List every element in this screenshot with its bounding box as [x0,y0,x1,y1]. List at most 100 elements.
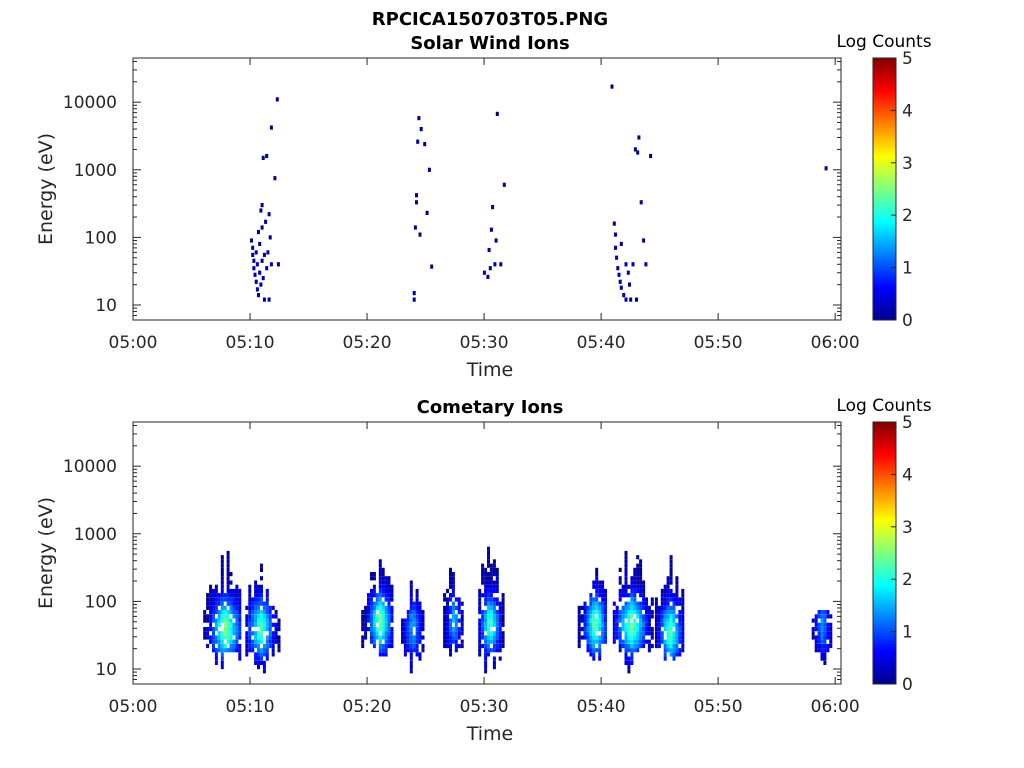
heatmap-cell [586,631,590,636]
heatmap-cell [615,635,619,640]
colorbar-tick-label: 1 [902,623,913,643]
heatmap-cell [415,597,419,602]
heatmap-cell [639,610,643,615]
heatmap-cell [589,639,593,644]
heatmap-cell [595,601,599,606]
heatmap-cell [498,614,502,619]
heatmap-cell [257,639,260,644]
heatmap-cell [209,584,213,589]
heatmap-cell [829,631,833,636]
heatmap-cell [265,627,269,632]
heatmap-cell [672,648,676,653]
heatmap-cell [415,588,419,594]
heatmap-cell [495,597,499,602]
heatmap-cell [592,656,596,661]
heatmap-cell [235,635,239,640]
y-axis-label: Energy (eV) [35,133,57,245]
heatmap-cell [212,648,215,653]
heatmap-cell [589,652,593,657]
heatmap-cell [418,605,422,610]
heatmap-cell [650,601,654,606]
heatmap-cell [248,614,252,619]
heatmap-cell [409,593,413,598]
heatmap-cell [277,648,281,653]
heatmap-cell [495,639,499,644]
heatmap-cell [451,635,455,640]
heatmap-cell [248,584,252,589]
heatmap-cell [267,297,271,302]
heatmap-cell [669,593,673,598]
heatmap-cell [454,622,458,627]
heatmap-cell [633,567,637,572]
heatmap-cell [206,627,210,632]
heatmap-cell [624,567,628,572]
heatmap-cell [257,588,260,594]
heatmap-cell [259,282,263,287]
heatmap-cell [492,605,496,610]
heatmap-cell [492,660,496,665]
heatmap-cell [660,614,664,619]
heatmap-cell [675,652,679,657]
colorbar-tick-label: 3 [902,154,913,174]
heatmap-cell [669,588,673,594]
heatmap-cell [487,648,490,653]
heatmap-cell [481,572,485,577]
heatmap-cell [666,588,670,594]
heatmap-cell [492,597,496,602]
heatmap-cell [627,635,631,640]
heatmap-cell [214,627,218,632]
heatmap-cell [451,610,455,615]
heatmap-cell [642,605,646,610]
heatmap-cell [495,618,499,623]
heatmap-cell [586,614,590,619]
heatmap-cell [220,631,224,636]
heatmap-cell [629,297,633,302]
heatmap-cell [209,610,213,615]
heatmap-cell [823,631,827,636]
heatmap-cell [271,635,275,640]
heatmap-cell [678,597,682,602]
heatmap-cell [501,639,505,644]
heatmap-cell [370,610,373,615]
heatmap-cell [254,635,258,640]
heatmap-cell [586,639,590,644]
heatmap-cell [370,593,373,598]
heatmap-cell [277,643,281,649]
heatmap-cell [647,614,651,619]
heatmap-cell [254,601,258,606]
heatmap-cell [226,580,230,585]
heatmap-cell [669,614,673,619]
heatmap-cell [598,639,602,644]
heatmap-cell [630,660,634,665]
heatmap-cell [642,593,646,598]
heatmap-cell [492,572,496,577]
heatmap-cell [636,639,640,644]
heatmap-cell [415,648,419,653]
heatmap-cell [257,605,260,610]
heatmap-cell [820,639,824,644]
heatmap-cell [209,588,213,594]
heatmap-cell [484,656,488,661]
heatmap-cell [378,614,382,619]
colorbar-tick-label: 0 [902,311,913,331]
heatmap-cell [457,610,461,615]
heatmap-cell [457,627,461,632]
heatmap-cell [595,610,599,615]
heatmap-cell [254,584,258,589]
heatmap-cell [367,618,370,623]
heatmap-cell [238,618,242,623]
heatmap-cell [273,176,277,181]
heatmap-cell [647,610,651,615]
heatmap-cell [669,572,673,577]
heatmap-cell [217,643,221,649]
heatmap-cell [589,643,593,649]
heatmap-cell [604,622,607,627]
heatmap-cell [663,593,667,598]
heatmap-cell [624,648,628,653]
heatmap-cell [589,635,593,640]
heatmap-cell [811,631,815,636]
heatmap-cell [580,605,584,610]
heatmap-cell [409,656,413,661]
heatmap-cell [681,593,685,598]
heatmap-cell [260,639,263,644]
